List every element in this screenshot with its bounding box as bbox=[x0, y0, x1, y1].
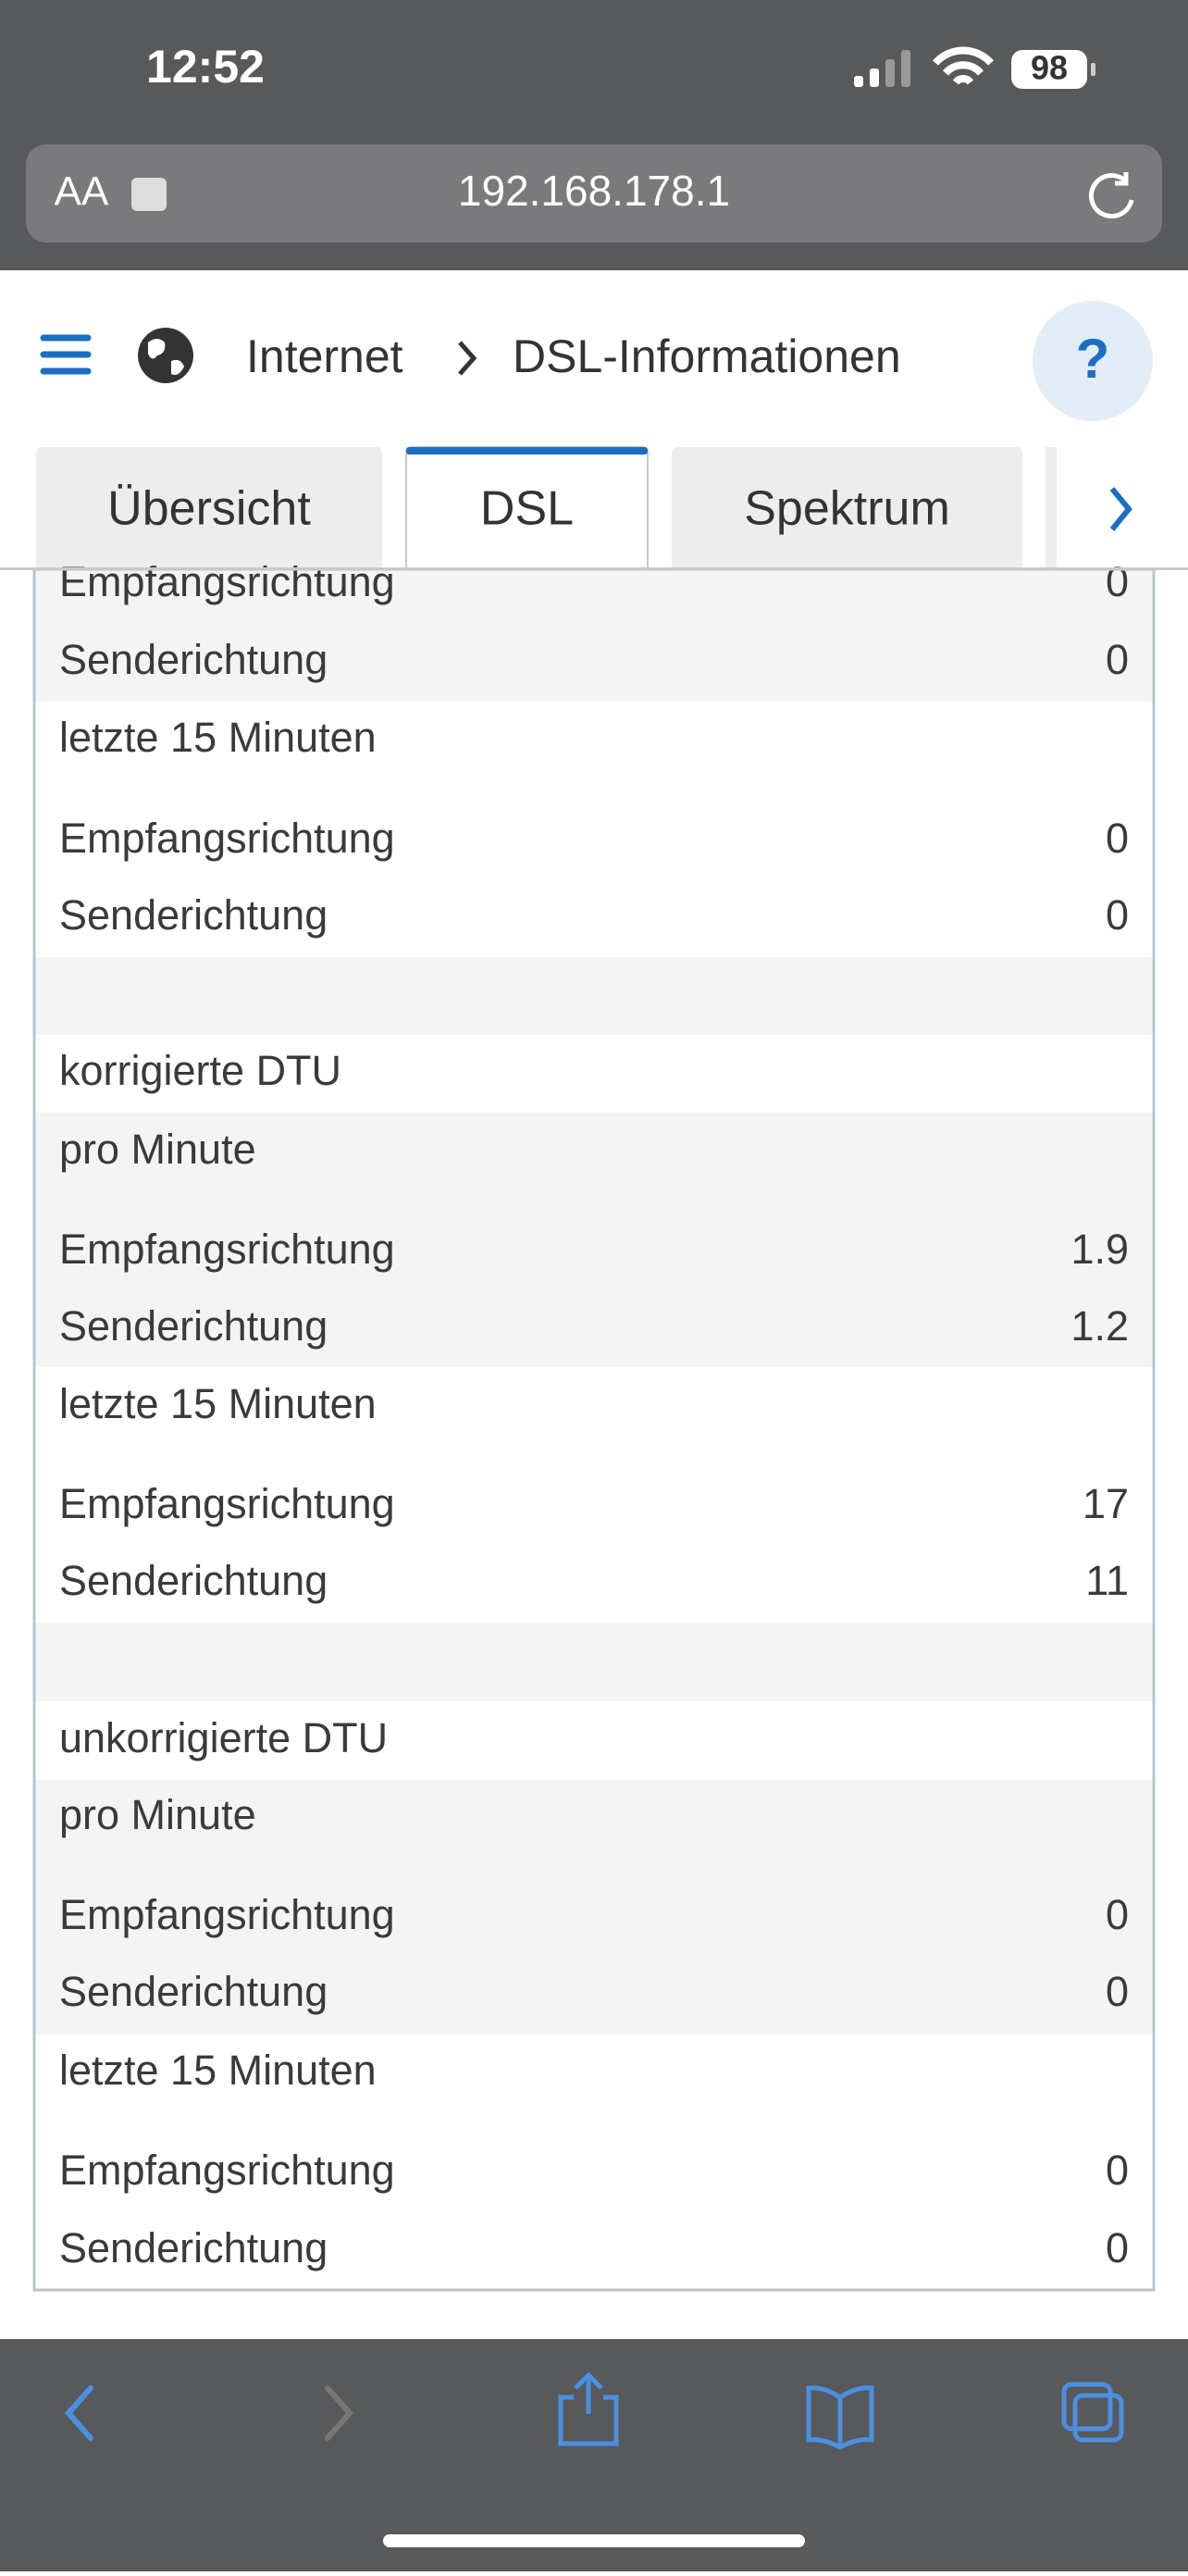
row-value: 1.2 bbox=[1070, 1302, 1129, 1350]
tab-divider bbox=[0, 567, 1188, 570]
row-label: Senderichtung bbox=[59, 636, 328, 683]
clock: 12:52 bbox=[146, 41, 265, 93]
row-value: 0 bbox=[1106, 815, 1129, 862]
row-label: Senderichtung bbox=[59, 2224, 328, 2271]
row-label: Empfangsrichtung bbox=[59, 1891, 395, 1938]
row-label: Empfangsrichtung bbox=[59, 2147, 395, 2194]
row-label: letzte 15 Minuten bbox=[59, 714, 377, 761]
row-band bbox=[34, 2035, 1154, 2290]
tabs-button-back[interactable] bbox=[1061, 2382, 1113, 2432]
extension-icon[interactable] bbox=[131, 178, 167, 211]
battery-tip bbox=[1091, 63, 1095, 76]
row-value: 0 bbox=[1106, 1891, 1129, 1938]
help-icon[interactable]: ? bbox=[1076, 328, 1110, 390]
row-label: letzte 15 Minuten bbox=[59, 1380, 377, 1427]
row-band bbox=[34, 1780, 1154, 2035]
row-value: 17 bbox=[1083, 1480, 1129, 1527]
battery-level: 98 bbox=[1031, 49, 1068, 87]
signal-icon bbox=[854, 50, 910, 87]
row-label: letzte 15 Minuten bbox=[59, 2047, 377, 2094]
row-label: Senderichtung bbox=[59, 1557, 328, 1604]
breadcrumb-item: DSL-Informationen bbox=[513, 330, 901, 382]
tab[interactable] bbox=[36, 447, 382, 571]
text-size-button[interactable]: AA bbox=[55, 169, 109, 215]
row-band bbox=[34, 1701, 1154, 1780]
row-band bbox=[34, 569, 1154, 702]
tab-label[interactable]: DSL bbox=[480, 482, 574, 536]
row-band bbox=[34, 957, 1154, 1035]
share-button[interactable] bbox=[558, 2371, 619, 2446]
row-band bbox=[34, 1367, 1154, 1623]
forward-button[interactable] bbox=[325, 2385, 354, 2441]
breadcrumb-item[interactable]: Internet bbox=[246, 330, 403, 382]
row-label: Empfangsrichtung bbox=[59, 815, 395, 862]
row-label: Empfangsrichtung bbox=[59, 558, 395, 605]
back-button[interactable] bbox=[64, 2385, 93, 2441]
help-button[interactable] bbox=[1033, 301, 1153, 421]
menu-icon[interactable] bbox=[40, 334, 92, 375]
row-value: 0 bbox=[1106, 2224, 1129, 2271]
globe-icon bbox=[138, 328, 193, 383]
row-band bbox=[34, 1623, 1154, 1701]
row-label: pro Minute bbox=[59, 1791, 256, 1838]
row-label: korrigierte DTU bbox=[59, 1047, 341, 1094]
globe-land bbox=[148, 339, 184, 375]
url[interactable]: 192.168.178.1 bbox=[458, 167, 730, 215]
row-band bbox=[34, 702, 1154, 957]
tabs-button[interactable] bbox=[1072, 2393, 1124, 2443]
row-value: 1.9 bbox=[1070, 1226, 1129, 1273]
url-bar[interactable] bbox=[26, 144, 1162, 243]
row-label: pro Minute bbox=[59, 1126, 256, 1173]
breadcrumb-separator bbox=[458, 341, 477, 376]
tab-label[interactable]: Übersicht bbox=[107, 482, 311, 536]
tab-label[interactable]: Spektrum bbox=[744, 482, 950, 536]
row-label: Senderichtung bbox=[59, 1302, 328, 1350]
row-band bbox=[34, 1035, 1154, 1113]
row-band bbox=[34, 1113, 1154, 1367]
row-label: unkorrigierte DTU bbox=[59, 1714, 388, 1761]
row-value: 0 bbox=[1106, 891, 1129, 939]
bookmarks-button[interactable] bbox=[806, 2385, 874, 2450]
row-label: Senderichtung bbox=[59, 891, 328, 939]
row-label: Empfangsrichtung bbox=[59, 1226, 395, 1273]
row-value: 0 bbox=[1106, 1968, 1129, 2015]
row-label: Senderichtung bbox=[59, 1968, 328, 2015]
row-value: 0 bbox=[1106, 636, 1129, 683]
battery-icon bbox=[1011, 50, 1087, 89]
reload-icon[interactable] bbox=[1088, 172, 1134, 219]
row-value: 11 bbox=[1085, 1557, 1129, 1604]
row-value: 0 bbox=[1106, 558, 1129, 605]
row-label: Empfangsrichtung bbox=[59, 1480, 395, 1527]
wifi-icon bbox=[933, 46, 994, 85]
scroll-button[interactable] bbox=[1057, 447, 1188, 571]
tab[interactable] bbox=[672, 447, 1022, 571]
scroll-arrow[interactable] bbox=[1109, 487, 1132, 531]
home-indicator bbox=[383, 2534, 805, 2547]
tab-indicator bbox=[406, 447, 648, 454]
row-value: 0 bbox=[1106, 2147, 1129, 2194]
